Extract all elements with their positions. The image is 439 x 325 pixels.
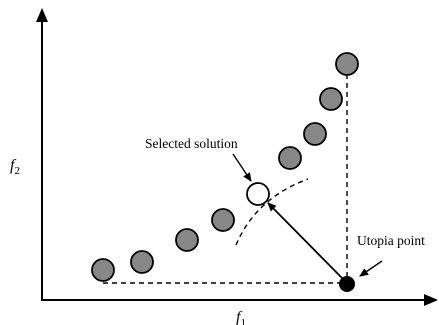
pareto-point	[278, 146, 302, 170]
selected-solution-label: Selected solution	[145, 136, 238, 151]
utopia-label-arrow	[359, 260, 383, 277]
pareto-front-points	[91, 52, 359, 282]
pareto-point	[175, 228, 199, 252]
x-axis-sub: 1	[240, 317, 246, 325]
utopia-point-label: Utopia point	[357, 233, 425, 248]
x-axis-label: f1	[236, 309, 246, 325]
pareto-point	[335, 52, 359, 76]
y-axis-var: f	[10, 157, 17, 174]
y-axis-label: f2	[10, 157, 20, 177]
utopia-to-selected-arrow	[267, 202, 343, 279]
pareto-point	[319, 87, 343, 111]
selected-label-arrow	[232, 153, 252, 182]
pareto-point	[130, 250, 154, 274]
utopia-point	[339, 276, 355, 292]
pareto-point	[303, 122, 327, 146]
axes	[36, 8, 438, 306]
selected-solution-point	[246, 182, 270, 206]
pareto-point	[91, 258, 115, 282]
y-axis-sub: 2	[14, 165, 20, 177]
reference-lines	[103, 74, 348, 284]
x-axis-arrowhead	[424, 294, 438, 306]
pareto-point	[211, 208, 235, 232]
y-axis-arrowhead	[36, 8, 48, 22]
x-axis-var: f	[236, 309, 243, 325]
dashed-tangent-curve	[235, 178, 309, 246]
